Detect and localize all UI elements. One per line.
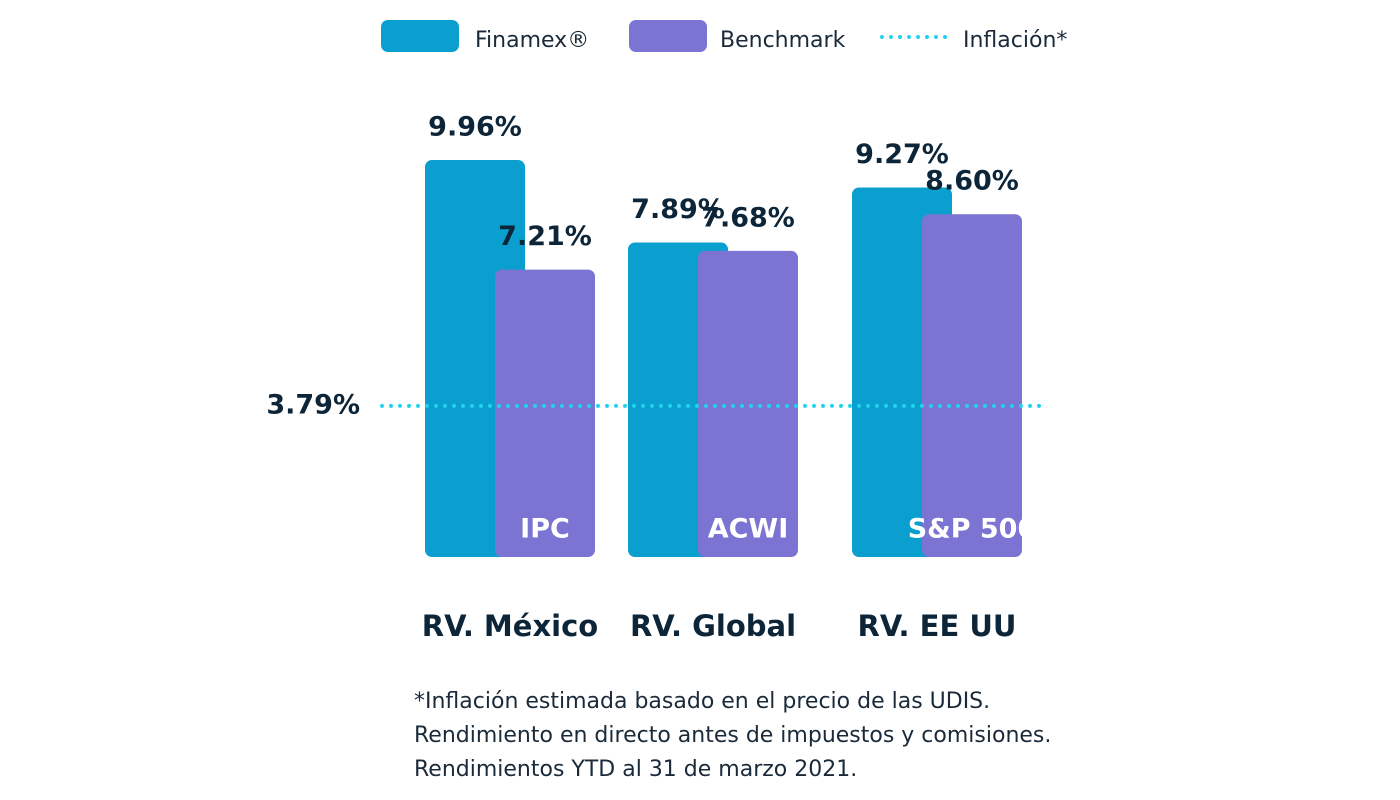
value-label: 7.21% [498,221,592,252]
legend-swatch [381,20,459,52]
value-label: 9.27% [855,139,949,170]
bar-label: S&P 500 [908,514,1037,545]
value-label: 8.60% [925,166,1019,197]
value-label: 7.68% [701,202,795,233]
bar-label: ACWI [708,514,789,545]
x-tick-label: RV. México [422,609,598,643]
footnote: Rendimientos YTD al 31 de marzo 2021. [414,757,857,782]
legend-swatch [629,20,707,52]
value-label: 9.96% [428,112,522,143]
bar [922,214,1022,557]
x-tick-label: RV. EE UU [858,609,1017,643]
bar [698,250,798,557]
legend-label: Inflación* [963,28,1067,53]
legend-label: Finamex® [475,28,589,53]
value-label: 7.89% [631,194,725,225]
reference-label: 3.79% [266,389,360,420]
bar-label: IPC [520,514,570,545]
bar [495,269,595,557]
footnote: Rendimiento en directo antes de impuesto… [414,723,1051,748]
footnote: *Inflación estimada basado en el precio … [414,689,990,714]
x-tick-label: RV. Global [630,609,796,643]
legend-label: Benchmark [720,28,846,53]
